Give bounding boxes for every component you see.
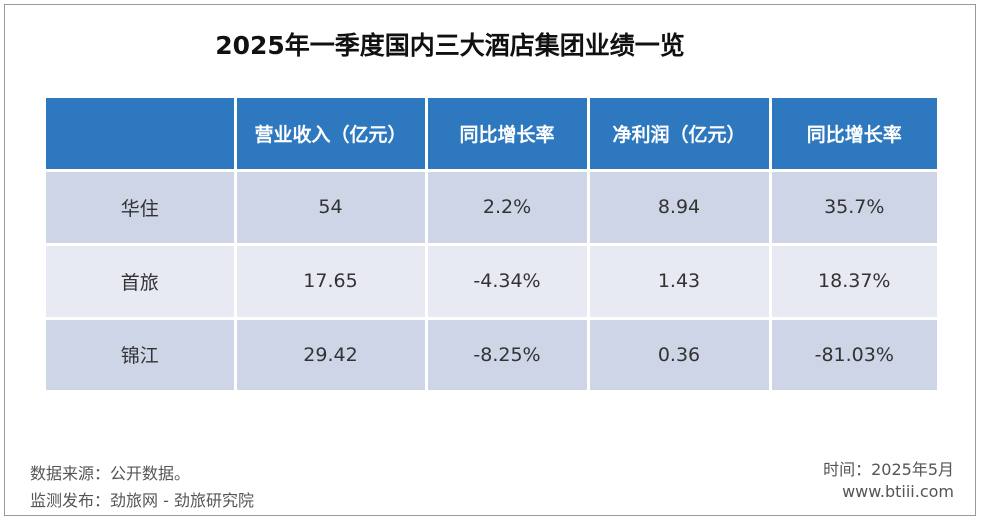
frame xyxy=(4,4,976,516)
data-cell: 18.37% xyxy=(771,245,937,317)
data-cell: 29.42 xyxy=(236,319,425,390)
row-label: 首旅 xyxy=(46,245,234,317)
data-cell: -8.25% xyxy=(427,319,587,390)
header-cell xyxy=(46,98,234,169)
header-cell: 营业收入（亿元） xyxy=(236,98,425,169)
data-cell: 8.94 xyxy=(589,171,769,243)
header-cell: 净利润（亿元） xyxy=(589,98,769,169)
source: 数据来源：公开数据。 xyxy=(30,464,191,483)
table: 营业收入（亿元） 同比增长率 净利润（亿元） 同比增长率 华住 54 2.2% 8.94 35.… xyxy=(46,98,937,390)
data-cell: 54 xyxy=(236,171,425,243)
data-cell: 35.7% xyxy=(771,171,937,243)
data-cell: 2.2% xyxy=(427,171,587,243)
date: 时间：2025年5月 xyxy=(823,460,954,479)
header-cell: 同比增长率 xyxy=(427,98,587,169)
data-cell: -4.34% xyxy=(427,245,587,317)
publisher: 监测发布：劲旅网 - 劲旅研究院 xyxy=(30,491,254,510)
header-cell: 同比增长率 xyxy=(771,98,937,169)
data-cell: 1.43 xyxy=(589,245,769,317)
data-cell: 17.65 xyxy=(236,245,425,317)
row-label: 锦江 xyxy=(46,319,234,390)
title: 2025年一季度国内三大酒店集团业绩一览 xyxy=(215,31,685,60)
data-cell: 0.36 xyxy=(589,319,769,390)
data-cell: -81.03% xyxy=(771,319,937,390)
row-label: 华住 xyxy=(46,171,234,243)
website: www.btiii.com xyxy=(842,482,954,501)
